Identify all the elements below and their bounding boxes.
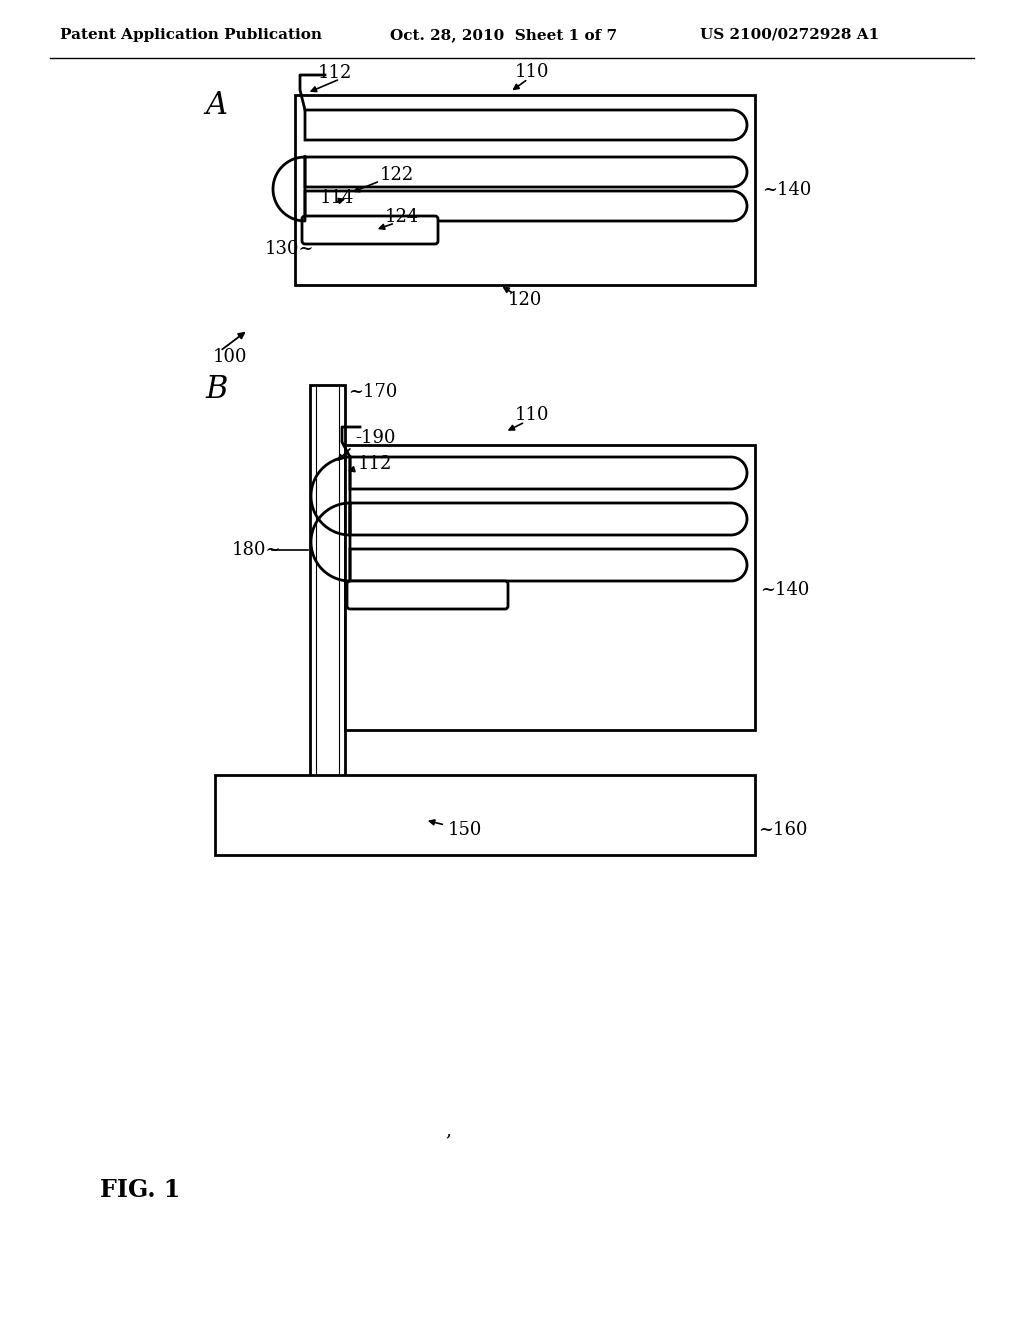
Text: 112: 112 <box>358 455 392 473</box>
Text: 112: 112 <box>318 63 352 82</box>
Text: 110: 110 <box>515 407 550 424</box>
Text: ~170: ~170 <box>348 383 397 401</box>
Bar <box>310 385 345 789</box>
Text: 114: 114 <box>319 189 354 207</box>
Text: 150: 150 <box>449 821 482 840</box>
Bar <box>345 445 755 730</box>
Text: -190: -190 <box>355 429 395 447</box>
Bar <box>215 775 755 855</box>
Bar <box>316 385 339 789</box>
Text: 124: 124 <box>385 209 419 226</box>
Text: US 2100/0272928 A1: US 2100/0272928 A1 <box>700 28 880 42</box>
PathPatch shape <box>305 191 746 220</box>
PathPatch shape <box>305 110 746 140</box>
PathPatch shape <box>350 549 746 581</box>
Text: ~140: ~140 <box>760 581 809 599</box>
Text: ~160: ~160 <box>758 821 808 840</box>
Text: 130~: 130~ <box>265 240 314 257</box>
FancyBboxPatch shape <box>347 581 508 609</box>
Text: ~140: ~140 <box>762 181 811 199</box>
PathPatch shape <box>350 503 746 535</box>
Text: 100: 100 <box>213 348 248 366</box>
PathPatch shape <box>305 157 746 187</box>
Text: Oct. 28, 2010  Sheet 1 of 7: Oct. 28, 2010 Sheet 1 of 7 <box>390 28 617 42</box>
PathPatch shape <box>350 457 746 488</box>
Text: 122: 122 <box>380 166 415 183</box>
Text: B: B <box>205 375 227 405</box>
Bar <box>295 95 755 285</box>
Text: 180~: 180~ <box>232 541 282 558</box>
Text: Patent Application Publication: Patent Application Publication <box>60 28 322 42</box>
Text: ,: , <box>445 1121 452 1139</box>
Text: 120: 120 <box>508 290 543 309</box>
Text: 110: 110 <box>515 63 550 81</box>
Text: A: A <box>205 90 227 120</box>
Text: FIG. 1: FIG. 1 <box>100 1177 180 1203</box>
FancyBboxPatch shape <box>302 216 438 244</box>
